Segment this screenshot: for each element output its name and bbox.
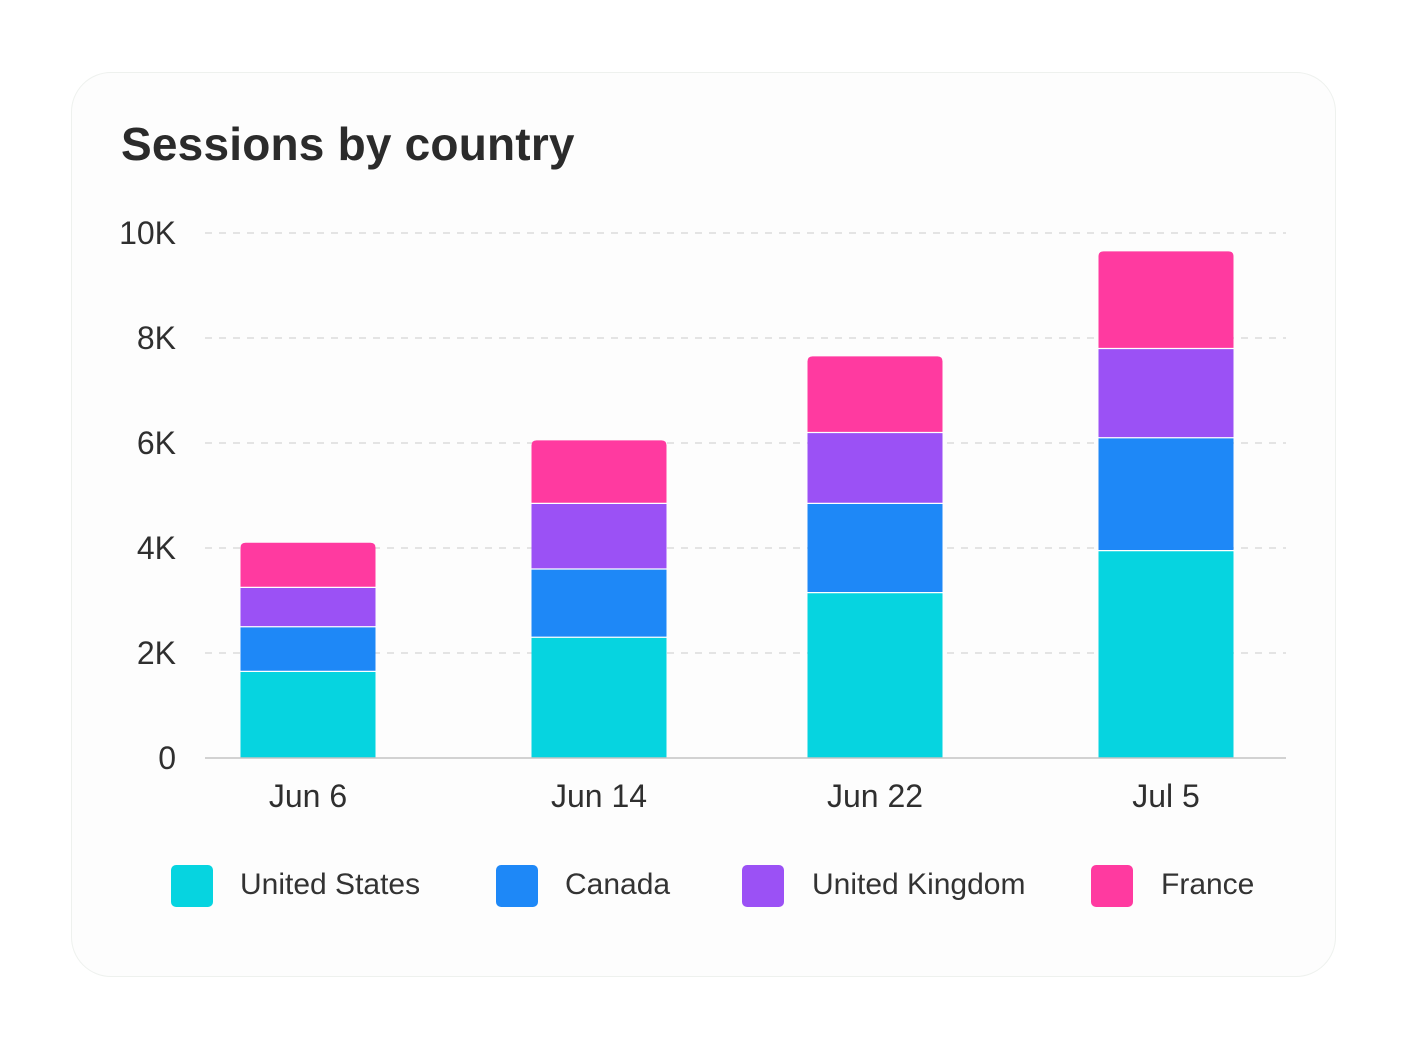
chart-card: Sessions by country 0 2K 4K 6K 8K 10K Jun 6 Jun… <box>71 72 1336 977</box>
bar-segment-united-states[interactable] <box>240 671 376 758</box>
x-tick-label: Jun 14 <box>551 778 647 814</box>
x-tick-label: Jun 6 <box>269 778 347 814</box>
bar-segment-canada[interactable] <box>807 503 943 593</box>
legend-swatch <box>1091 865 1133 907</box>
bar-segment-france[interactable] <box>1098 251 1234 349</box>
bar-segment-united-states[interactable] <box>531 637 667 758</box>
legend-label: United Kingdom <box>812 868 1026 901</box>
legend-label: Canada <box>565 868 671 901</box>
bar-segment-france[interactable] <box>240 542 376 588</box>
y-tick-label: 6K <box>137 425 176 461</box>
y-tick-label: 8K <box>137 320 176 356</box>
y-tick-label: 10K <box>119 215 176 251</box>
y-tick-label: 4K <box>137 530 176 566</box>
chart-title: Sessions by country <box>121 118 575 170</box>
bar-segment-united-kingdom[interactable] <box>531 503 667 569</box>
y-tick-label: 0 <box>158 740 176 776</box>
bar-segment-united-states[interactable] <box>807 592 943 758</box>
legend-swatch <box>496 865 538 907</box>
x-tick-label: Jul 5 <box>1132 778 1200 814</box>
legend-label: France <box>1161 868 1255 901</box>
legend-label: United States <box>240 868 421 901</box>
bar-segment-united-kingdom[interactable] <box>240 587 376 627</box>
bar-segment-united-states[interactable] <box>1098 550 1234 758</box>
bar-segment-france[interactable] <box>531 440 667 504</box>
bar-segment-france[interactable] <box>807 356 943 433</box>
bar-segment-canada[interactable] <box>531 569 667 638</box>
bar-segment-united-kingdom[interactable] <box>1098 348 1234 438</box>
y-tick-label: 2K <box>137 635 176 671</box>
stacked-bar-chart: 0 2K 4K 6K 8K 10K Jun 6 Jun 14 Jun 22 Jul 5 <box>119 215 1286 814</box>
bar-segment-canada[interactable] <box>240 626 376 672</box>
chart-legend: United States Canada United Kingdom Fran… <box>72 863 1337 909</box>
legend-swatch <box>171 865 213 907</box>
x-tick-label: Jun 22 <box>827 778 923 814</box>
bar-segment-united-kingdom[interactable] <box>807 432 943 504</box>
legend-swatch <box>742 865 784 907</box>
bar-segment-canada[interactable] <box>1098 437 1234 551</box>
